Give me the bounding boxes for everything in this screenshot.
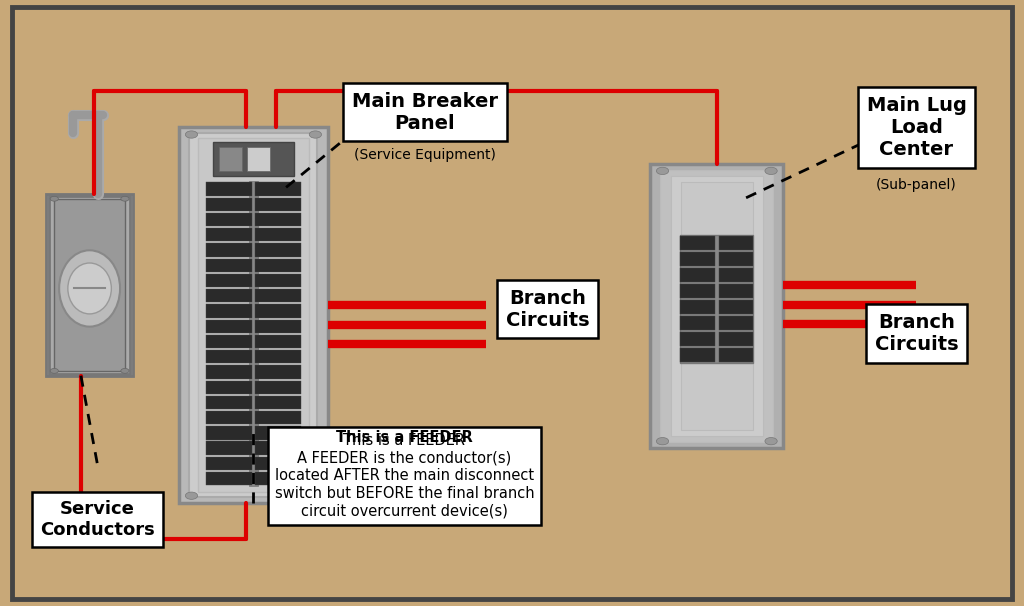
Bar	[206, 365, 252, 379]
Text: This is a FEEDER: This is a FEEDER	[336, 430, 473, 445]
Bar	[255, 381, 301, 394]
Bar	[206, 381, 252, 394]
Bar	[719, 316, 754, 330]
Bar	[719, 252, 754, 266]
Bar	[206, 228, 252, 241]
Bar	[719, 332, 754, 346]
Bar	[206, 213, 252, 226]
Bar	[255, 411, 301, 424]
Bar	[213, 142, 294, 176]
Bar	[719, 348, 754, 362]
Circle shape	[185, 492, 198, 499]
Bar	[206, 319, 252, 333]
Bar	[680, 268, 715, 282]
Bar	[247, 147, 269, 171]
Text: This is a FEEDER
A FEEDER is the conductor(s)
located AFTER the main disconnect
: This is a FEEDER A FEEDER is the conduct…	[274, 433, 535, 518]
Text: Service
Conductors: Service Conductors	[40, 500, 155, 539]
Bar	[680, 332, 715, 346]
Bar	[255, 304, 301, 318]
Bar	[680, 284, 715, 298]
Bar	[206, 426, 252, 440]
Ellipse shape	[68, 263, 112, 314]
Bar	[206, 259, 252, 272]
Text: Branch
Circuits: Branch Circuits	[506, 288, 590, 330]
Bar	[255, 335, 301, 348]
Bar	[255, 426, 301, 440]
Bar	[255, 182, 301, 196]
Bar	[680, 236, 715, 250]
Text: Main Lug
Load
Center: Main Lug Load Center	[866, 96, 967, 159]
Bar	[255, 350, 301, 364]
Bar	[680, 300, 715, 314]
Bar	[255, 198, 301, 211]
Bar	[680, 316, 715, 330]
Bar	[255, 472, 301, 485]
Bar	[680, 348, 715, 362]
Bar	[255, 243, 301, 257]
Text: (Sub-panel): (Sub-panel)	[877, 178, 956, 192]
Circle shape	[50, 196, 58, 201]
Circle shape	[765, 438, 777, 445]
Circle shape	[121, 368, 129, 373]
Bar	[255, 365, 301, 379]
Bar	[255, 396, 301, 409]
Bar	[206, 198, 252, 211]
FancyBboxPatch shape	[189, 133, 317, 497]
Text: Branch
Circuits: Branch Circuits	[874, 313, 958, 354]
Bar	[680, 235, 754, 363]
Circle shape	[50, 368, 58, 373]
Circle shape	[656, 167, 669, 175]
Bar	[255, 274, 301, 287]
Circle shape	[656, 438, 669, 445]
Bar	[206, 396, 252, 409]
Circle shape	[185, 131, 198, 138]
Bar	[255, 289, 301, 302]
FancyBboxPatch shape	[54, 199, 125, 371]
Bar	[255, 319, 301, 333]
Bar	[206, 182, 252, 196]
FancyBboxPatch shape	[198, 138, 309, 492]
FancyBboxPatch shape	[49, 196, 130, 374]
Bar	[255, 442, 301, 455]
Bar	[719, 300, 754, 314]
Circle shape	[765, 167, 777, 175]
FancyBboxPatch shape	[46, 194, 133, 376]
FancyBboxPatch shape	[650, 164, 783, 448]
Circle shape	[121, 196, 129, 201]
Text: Main Breaker
Panel: Main Breaker Panel	[352, 92, 498, 133]
Bar	[206, 350, 252, 364]
Bar	[719, 268, 754, 282]
Bar	[206, 442, 252, 455]
Ellipse shape	[59, 250, 120, 327]
Bar	[206, 411, 252, 424]
Bar	[206, 289, 252, 302]
Bar	[206, 243, 252, 257]
Bar	[255, 213, 301, 226]
Bar	[219, 147, 242, 171]
Bar	[719, 284, 754, 298]
FancyBboxPatch shape	[660, 170, 773, 442]
Bar	[206, 335, 252, 348]
Bar	[206, 304, 252, 318]
FancyBboxPatch shape	[681, 182, 753, 430]
Text: (Service Equipment): (Service Equipment)	[354, 147, 496, 162]
Circle shape	[309, 131, 322, 138]
Bar	[255, 259, 301, 272]
Bar	[250, 181, 258, 486]
Bar	[680, 252, 715, 266]
Bar	[206, 472, 252, 485]
Bar	[255, 228, 301, 241]
FancyBboxPatch shape	[179, 127, 328, 503]
Bar	[206, 457, 252, 470]
FancyBboxPatch shape	[671, 176, 763, 436]
Bar	[719, 236, 754, 250]
Bar	[206, 274, 252, 287]
Circle shape	[309, 492, 322, 499]
Bar	[255, 457, 301, 470]
